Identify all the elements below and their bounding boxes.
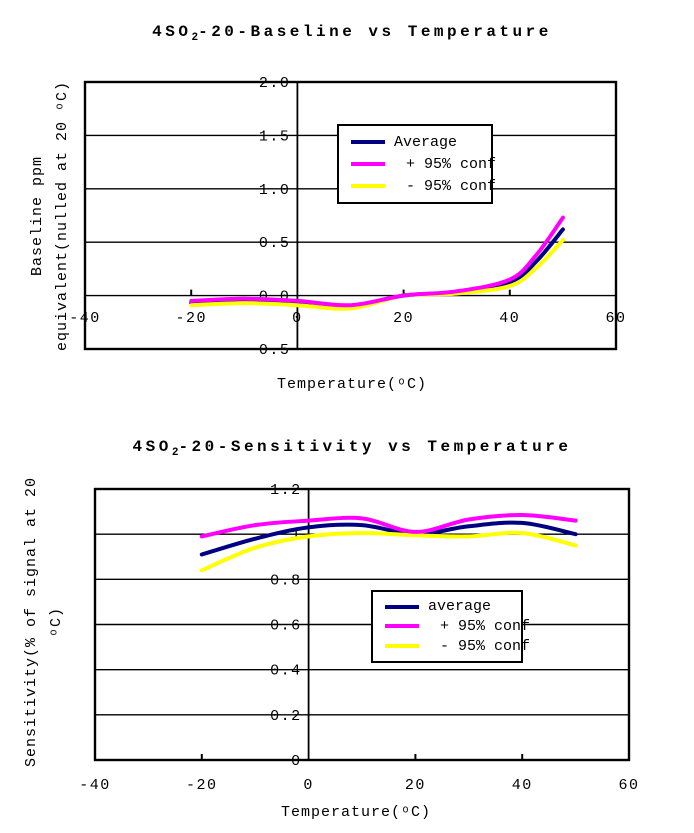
legend-item: average [385,598,517,615]
sensitivity-legend: average + 95% conf - 95% conf [371,590,530,663]
x-tick-label: 60 [618,777,639,794]
legend-line-sample [351,140,385,144]
series-line-95-conf [189,215,565,308]
baseline-x-axis-title: Temperature(ᵒC) [276,376,428,393]
series-line-95-conf [199,512,578,539]
y-tick-label: 0.6 [270,618,302,635]
title-text: -20-Baseline vs Temperature [198,23,552,41]
legend-line-sample [351,162,385,166]
y-tick-label: 1.5 [259,128,291,145]
plot-border [93,487,631,762]
legend-line-sample [351,184,385,188]
y-axis-title-line: Baseline ppm [29,155,46,277]
title-subscript: 2 [171,447,179,460]
legend-item-label: average [428,598,492,616]
y-axis-title-line: equivalent(nulled at 20 ᵒC) [54,80,71,352]
baseline-legend: Average + 95% conf - 95% conf [337,124,496,204]
x-tick-label: -20 [186,777,218,794]
legend-item-label: Average [394,133,458,151]
y-tick-label: 0 [291,753,302,770]
plot-border [83,80,618,351]
series-line-average [199,520,578,557]
legend-item-label: + 95% conf [406,155,497,173]
y-tick-label: 0.2 [270,708,302,725]
legend-item-label: + 95% conf [440,617,531,635]
y-tick-label: 1.2 [270,482,302,499]
legend-item: Average [351,134,487,151]
y-axis-title-line: Sensitivity(% of signal at 20 [23,476,40,768]
y-tick-label: 0.5 [259,235,291,252]
legend-item: + 95% conf [385,618,530,635]
legend-item: - 95% conf [351,178,496,195]
x-tick-label: -40 [79,777,111,794]
x-tick-label: -40 [69,310,101,327]
sensitivity-x-axis-title: Temperature(ᵒC) [280,804,432,821]
sensitivity-chart-title: 4SO2-20-Sensitivity vs Temperature [133,438,572,459]
x-tick-label: 40 [499,310,520,327]
baseline-chart-title: 4SO2-20-Baseline vs Temperature [152,23,552,44]
title-text: 4SO [132,438,172,456]
legend-line-sample [385,644,419,649]
y-tick-label: 0.5 [259,342,291,359]
title-subscript: 2 [191,32,199,45]
legend-item-label: - 95% conf [406,177,497,195]
x-tick-label: 40 [512,777,533,794]
x-tick-label: 0 [303,777,314,794]
x-tick-label: 20 [405,777,426,794]
y-axis-title-line: ᵒC) [48,606,65,638]
y-tick-label: 0.8 [270,572,302,589]
legend-line-sample [385,624,419,629]
legend-item: + 95% conf [351,156,496,173]
series-line-95-conf [199,530,578,573]
x-tick-label: 20 [393,310,414,327]
y-tick-label: 1 [291,527,302,544]
y-tick-label: 1.0 [259,182,291,199]
legend-line-sample [385,604,419,609]
baseline-y-axis-title: Baseline ppm equivalent(nulled at 20 ᵒC) [25,81,75,351]
y-tick-label: 0.4 [270,663,302,680]
title-text: -20-Sensitivity vs Temperature [178,438,572,456]
x-tick-label: -20 [175,310,207,327]
x-tick-label: 0 [292,310,303,327]
x-tick-label: 60 [605,310,626,327]
y-tick-label: 2.0 [259,75,291,92]
legend-item-label: - 95% conf [440,637,531,655]
legend-item: - 95% conf [385,638,530,655]
sensitivity-y-axis-title: Sensitivity(% of signal at 20 ᵒC) [19,477,69,767]
title-text: 4SO [152,23,192,41]
